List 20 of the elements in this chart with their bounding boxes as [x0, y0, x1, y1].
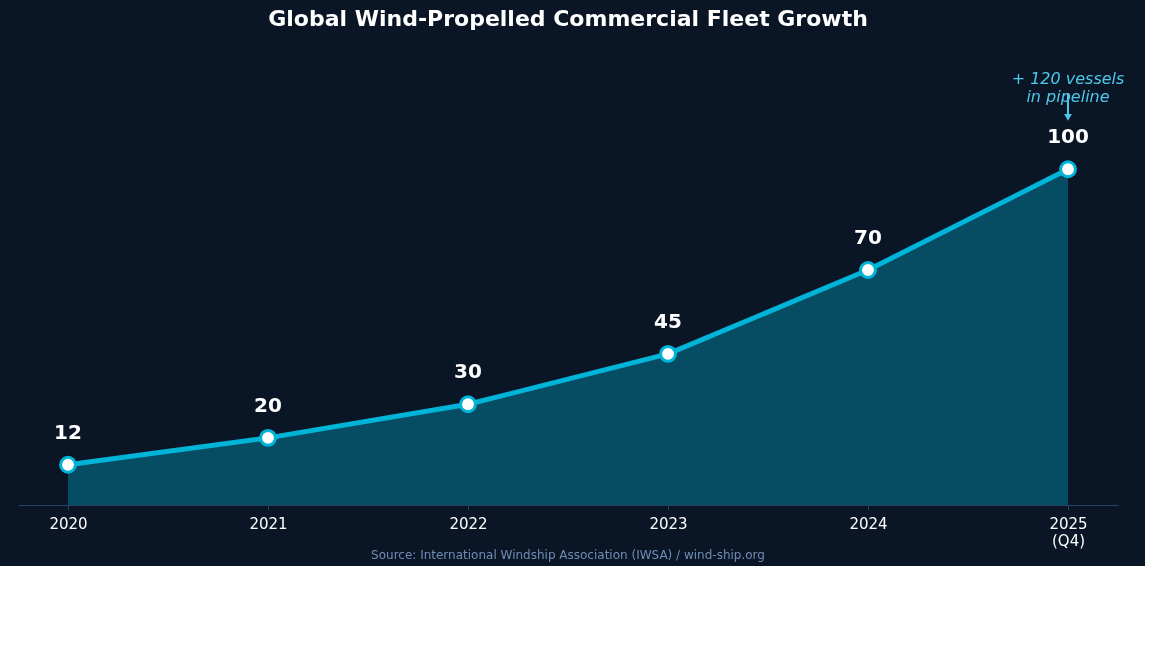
x-tick-label: 2025 (Q4) — [1049, 514, 1088, 550]
data-label: 70 — [854, 225, 882, 249]
data-label: 100 — [1047, 124, 1089, 149]
point — [259, 428, 277, 447]
data-label: 20 — [254, 392, 282, 417]
point — [659, 345, 677, 363]
chart-title: Global Wind-Propelled Commercial Fleet Growth — [268, 6, 868, 31]
x-tick-label: 2022 — [449, 514, 488, 533]
source-note: Source: International Windship Association (IWSA) / wind-ship.org — [371, 548, 765, 562]
point — [459, 395, 477, 414]
data-label: 45 — [654, 308, 682, 333]
x-tick-label: 2021 — [249, 514, 288, 533]
data-label: 12 — [54, 419, 82, 444]
point — [859, 261, 877, 279]
x-tick-label: 2024 — [849, 514, 888, 533]
x-tick-label: 2020 — [49, 514, 88, 533]
point — [59, 455, 77, 474]
data-label: 30 — [454, 359, 482, 384]
point — [1059, 160, 1077, 179]
x-tick-label: 2023 — [649, 514, 688, 533]
